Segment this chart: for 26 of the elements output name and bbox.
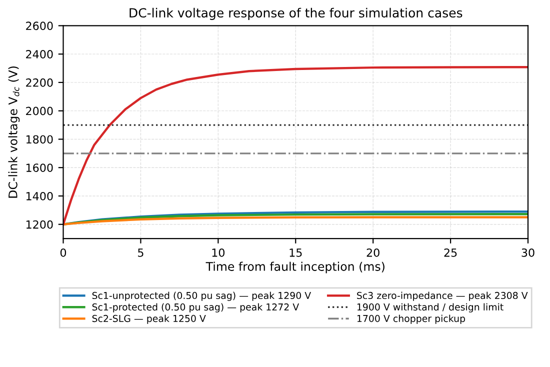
x-tick-label: 15 (290, 248, 302, 257)
legend-label: Sc1-protected (0.50 pu sag) — peak 1272 V (92, 303, 300, 312)
legend-label: Sc2-SLG — peak 1250 V (92, 314, 206, 324)
y-tick-label: 1600 (26, 164, 53, 172)
x-tick-label: 10 (212, 248, 224, 257)
y-tick-label: 2400 (26, 50, 53, 58)
chart-title: DC-link voltage response of the four simulation cases (130, 8, 462, 20)
x-tick-label: 20 (366, 248, 380, 257)
x-axis-title: Time from fault inception (ms) (206, 262, 384, 274)
y-tick-label: 1200 (26, 220, 53, 229)
y-tick-label: 2200 (26, 78, 53, 87)
legend-label: Sc3 zero-impedance — peak 2308 V (357, 292, 528, 301)
line-series (63, 66, 528, 226)
x-tick-label: 30 (522, 248, 534, 257)
legend-label: 1900 V withstand / design limit (357, 303, 504, 312)
y-tick-label: 2600 (26, 22, 53, 30)
legend-label: 1700 V chopper pickup (357, 314, 466, 324)
y-axis-title: DC-link voltage V$_{dc}$ (V) (8, 66, 20, 198)
legend-label: Sc1-unprotected (0.50 pu sag) — peak 1290 V (92, 292, 312, 301)
y-tick-label: 2000 (26, 106, 53, 116)
y-tick-label: 1400 (26, 192, 53, 200)
x-tick-label: 0 (60, 248, 66, 257)
x-tick-label: 25 (444, 248, 457, 257)
y-tick-label: 1800 (26, 135, 53, 144)
x-tick-label: 5 (138, 248, 144, 257)
line-series (63, 216, 528, 226)
